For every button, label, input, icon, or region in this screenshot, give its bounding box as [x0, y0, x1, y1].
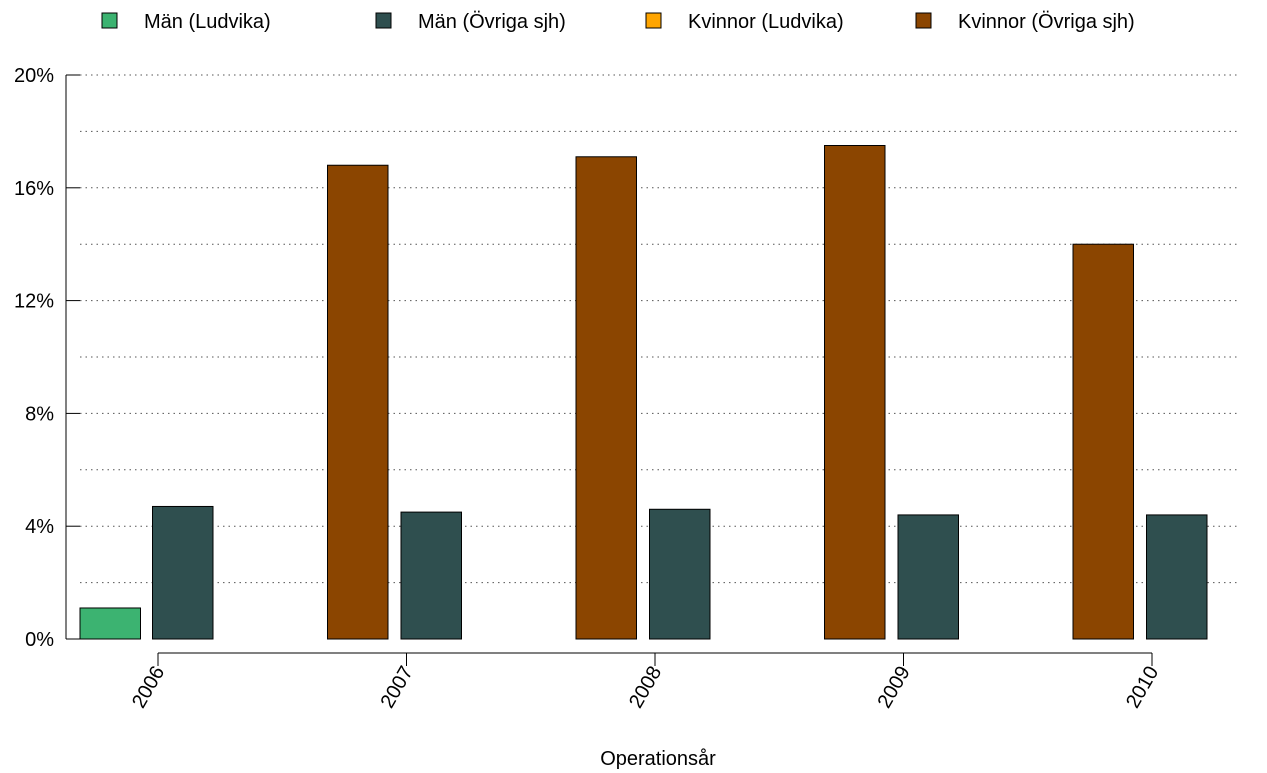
bar — [1146, 514, 1208, 640]
bar — [327, 164, 389, 640]
bar — [152, 505, 214, 640]
bar — [79, 607, 141, 640]
y-tick-label: 4% — [25, 516, 54, 538]
bar — [649, 508, 711, 640]
y-tick-label: 8% — [25, 403, 54, 425]
x-axis-label: Operationsår — [600, 748, 716, 770]
legend-label: Kvinnor (Övriga sjh) — [958, 11, 1135, 33]
legend-label: Kvinnor (Ludvika) — [688, 11, 844, 33]
y-tick-label: 0% — [25, 629, 54, 651]
y-tick-label: 12% — [14, 291, 54, 313]
legend-swatch — [375, 12, 392, 29]
y-tick-label: 16% — [14, 178, 54, 200]
legend: Män (Ludvika) Män (Övriga sjh) Kvinnor (Lu… — [101, 11, 1135, 33]
bar — [897, 514, 959, 640]
x-tick-label: 2010 — [1122, 663, 1163, 713]
legend-swatch — [915, 12, 932, 29]
bar — [400, 511, 462, 640]
bar — [575, 156, 637, 640]
gridlines — [80, 74, 1240, 584]
bar — [1072, 243, 1134, 640]
legend-swatch — [101, 12, 118, 29]
x-axis: 2006 2007 2008 2009 2010 — [128, 652, 1163, 713]
bar — [824, 145, 886, 640]
y-tick-label: 20% — [14, 65, 54, 87]
x-tick-label: 2009 — [874, 663, 915, 713]
legend-swatch — [645, 12, 662, 29]
y-axis: 0% 4% 8% 12% 16% 20% — [14, 65, 80, 651]
legend-label: Män (Ludvika) — [144, 11, 271, 33]
x-tick-label: 2007 — [377, 663, 418, 713]
bars — [79, 145, 1208, 640]
x-tick-label: 2006 — [128, 663, 169, 713]
legend-label: Män (Övriga sjh) — [418, 11, 566, 33]
x-tick-label: 2008 — [625, 663, 666, 713]
